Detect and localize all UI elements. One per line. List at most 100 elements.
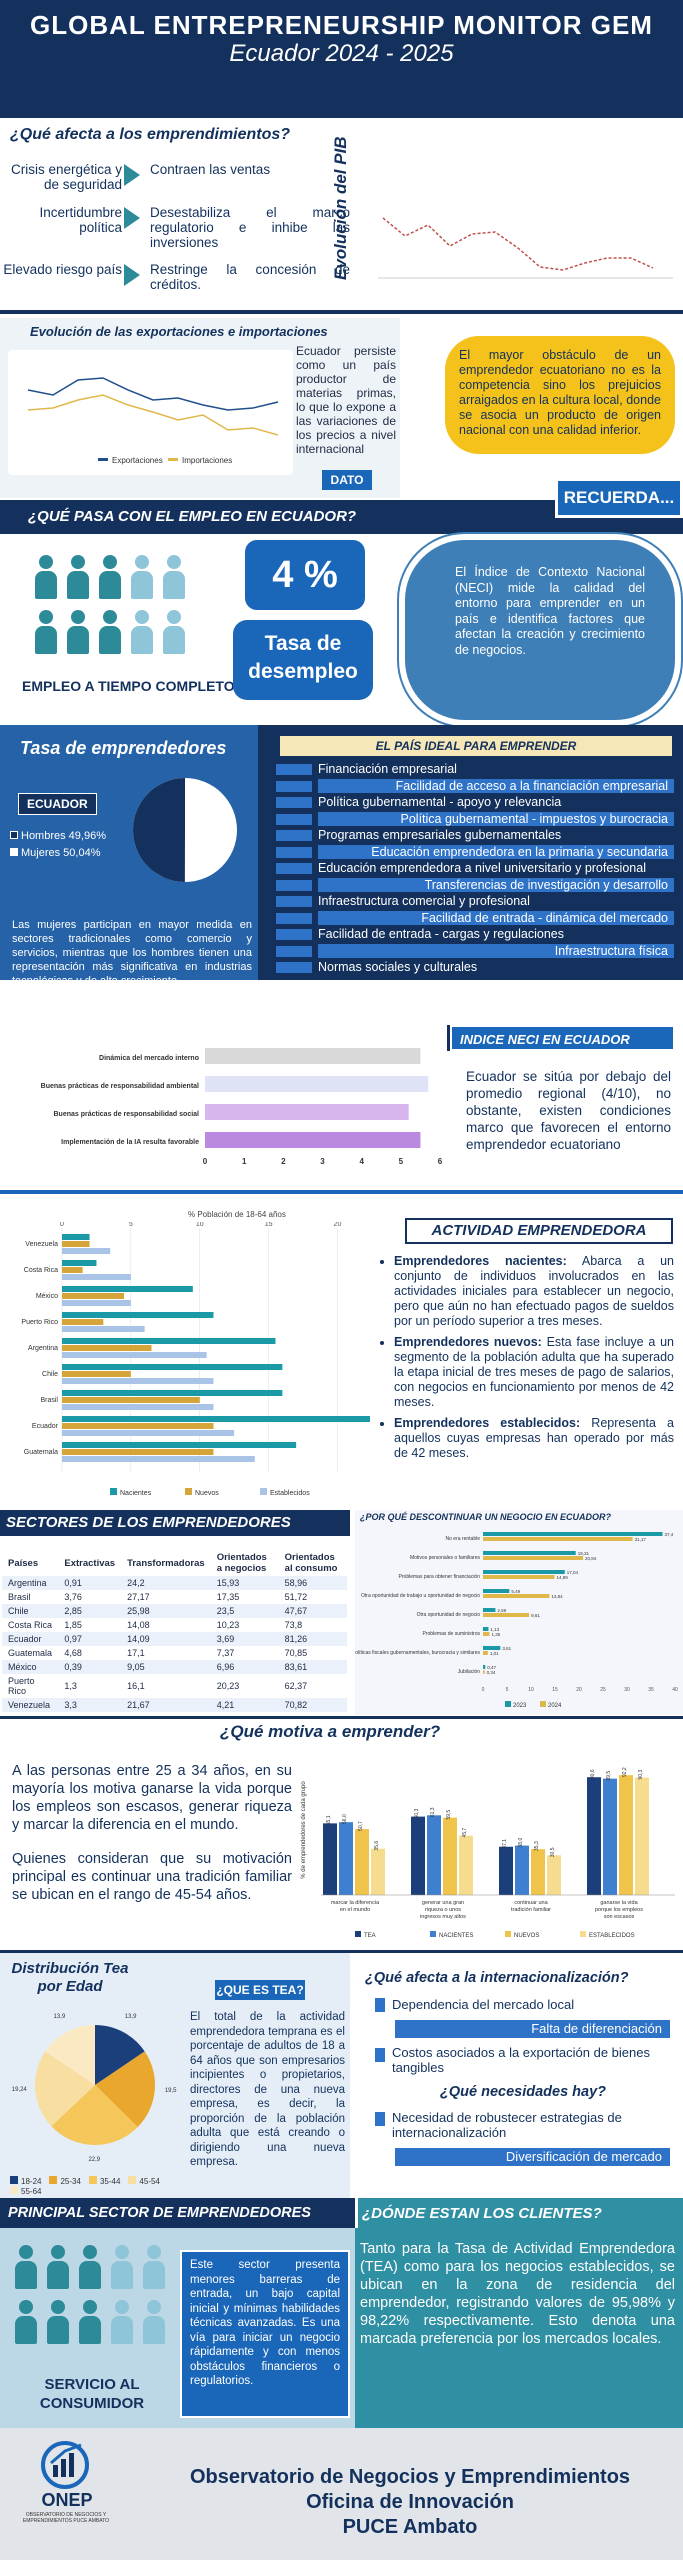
ideal-label: Transferencias de investigación y desarr… — [318, 877, 674, 892]
discontinue-category-label: Problemas para obtener financiación — [399, 1574, 481, 1580]
activity-chart-title: % Población de 18-64 años — [188, 1210, 286, 1219]
activity-definition: Emprendedores establecidos: Representa a… — [394, 1416, 674, 1461]
unemployment-label: Tasa de desempleo — [233, 620, 373, 700]
motivation-legend-label: ESTABLECIDOS — [589, 1933, 635, 1939]
table-row: México 0,39 9,05 6,96 83,61 — [2, 1660, 347, 1674]
motivation-bar — [587, 1777, 601, 1895]
table-cell: 7,37 — [216, 1648, 235, 1658]
table-cell: 17,1 — [127, 1648, 145, 1658]
motivation-legend-swatch — [580, 1931, 586, 1937]
person-icon — [111, 2245, 133, 2289]
activity-bar — [62, 1371, 131, 1377]
affects-effect: Restringe la concesión de créditos. — [150, 262, 350, 292]
ideal-title: EL PAÍS IDEAL PARA EMPRENDER — [280, 736, 672, 756]
activity-tick: 10 — [196, 1222, 204, 1228]
motivation-p2: Quienes consideran que su motivación pri… — [12, 1851, 292, 1903]
discontinue-bar — [483, 1651, 488, 1655]
employment-caption: EMPLEO A TIEMPO COMPLETO — [22, 678, 235, 694]
activity-bar — [62, 1319, 104, 1325]
table-cell: México — [2, 1660, 59, 1674]
table-cell: 14,09 — [121, 1632, 211, 1646]
divider-activity — [0, 1190, 683, 1194]
person-icon — [143, 2300, 165, 2344]
gender-pie — [132, 778, 237, 882]
table-header-cell: Transformadoras — [127, 1557, 205, 1569]
table-cell: 0,97 — [58, 1632, 122, 1646]
neci-category-label: Buenas prácticas de responsabilidad soci… — [54, 1111, 200, 1118]
rate-text: Las mujeres participan en mayor medida e… — [12, 919, 252, 987]
motivation-value-label: 90,6 — [590, 1769, 596, 1779]
activity-bar — [62, 1352, 207, 1358]
clients-banner — [355, 2198, 683, 2228]
person-icon — [15, 2300, 37, 2344]
affects-cause: Incertidumbre política — [39, 205, 122, 235]
activity-tick: 0 — [60, 1222, 64, 1228]
discontinue-value-label: 1,35 — [491, 1632, 500, 1637]
activity-category-label: Brasil — [40, 1397, 58, 1404]
discontinue-bar — [483, 1570, 565, 1574]
activity-tick: 5 — [129, 1222, 133, 1228]
obstacle-bubble: El mayor obstáculo de un emprendedor ecu… — [445, 336, 675, 454]
ideal-item: Programas empresariales gubernamentales — [276, 828, 674, 845]
table-cell: 17,35 — [216, 1592, 240, 1602]
exports-chart — [8, 350, 293, 475]
discontinue-legend-swatch — [505, 1701, 511, 1707]
discontinue-value-label: 1,13 — [490, 1627, 499, 1632]
activity-bar — [62, 1274, 131, 1280]
motivation-bar — [427, 1815, 441, 1895]
table-cell: 2,85 — [58, 1604, 122, 1618]
discontinue-value-label: 14,89 — [556, 1575, 568, 1580]
table-header-cell: Orientados a negocios — [216, 1552, 267, 1574]
activity-definition-head: Emprendedores establecidos: — [394, 1416, 581, 1430]
ideal-label: Programas empresariales gubernamentales — [318, 828, 562, 842]
person-icon — [111, 2300, 133, 2344]
table-row: Brasil 3,76 27,17 17,35 51,72 — [2, 1590, 347, 1604]
footer-line-2: Oficina de Innovación — [306, 2491, 514, 2513]
discontinue-tick: 0 — [482, 1687, 485, 1693]
ideal-item: Política gubernamental - impuestos y bur… — [276, 811, 674, 829]
ideal-item: Transferencias de investigación y desarr… — [276, 877, 674, 895]
discontinue-tick: 5 — [506, 1687, 509, 1693]
tea-legend-item: 35-44 — [88, 2176, 120, 2186]
motivation-legend-label: NUEVOS — [514, 1933, 539, 1939]
activity-tick: 20 — [334, 1222, 342, 1228]
motivation-category-label: riqueza o unos — [425, 1907, 461, 1913]
person-icon — [143, 2245, 165, 2289]
dato-button[interactable]: DATO — [322, 470, 372, 490]
tea-pie: 13,9 19,5 22,9 19,24 13,9 — [12, 2014, 177, 2163]
divider-motivation — [0, 1716, 683, 1719]
tea-pie-label: 19,24 — [12, 2087, 28, 2093]
activity-bar — [62, 1404, 214, 1410]
motivation-category-label: tradición familiar — [511, 1907, 551, 1913]
discontinue-value-label: 1,01 — [490, 1651, 499, 1656]
people-grid — [30, 555, 220, 665]
activity-bar — [62, 1456, 255, 1462]
table-cell: Guatemala — [8, 1648, 53, 1658]
table-cell: 24,2 — [121, 1576, 211, 1590]
ideal-label: Facilidad de entrada - dinámica del merc… — [318, 910, 674, 925]
activity-legend-swatch — [260, 1488, 267, 1495]
ideal-label: Infraestructura física — [318, 943, 674, 958]
motivation-bar — [531, 1849, 545, 1895]
ideal-marker — [276, 962, 312, 973]
activity-bar — [62, 1430, 235, 1436]
needs-title: ¿Qué necesidades hay? — [440, 2084, 607, 2100]
table-cell: 9,05 — [121, 1660, 211, 1674]
pib-chart: Evolución del PIB — [331, 130, 683, 305]
table-cell: 0,39 — [58, 1660, 122, 1674]
table-cell: 70,85 — [284, 1648, 308, 1658]
motivation-legend-label: NACIENTES — [439, 1933, 473, 1939]
ideal-item: Normas sociales y culturales — [276, 960, 674, 977]
motivation-legend-swatch — [430, 1931, 436, 1937]
sectors-title: SECTORES DE LOS EMPRENDEDORES — [0, 1510, 350, 1536]
table-header-cell: Países — [8, 1557, 39, 1569]
tea-pie-label: 19,5 — [165, 2088, 177, 2094]
motivation-category-label: generar una gran — [422, 1900, 464, 1906]
tea-legend-item: 55-64 — [10, 2186, 41, 2196]
person-icon — [47, 2245, 69, 2289]
table-cell: Ecuador — [2, 1632, 59, 1646]
discontinue-tick: 20 — [576, 1687, 582, 1693]
motivation-bar — [459, 1835, 473, 1895]
activity-category-label: Guatemala — [24, 1449, 58, 1456]
table-cell: 3,69 — [210, 1632, 279, 1646]
